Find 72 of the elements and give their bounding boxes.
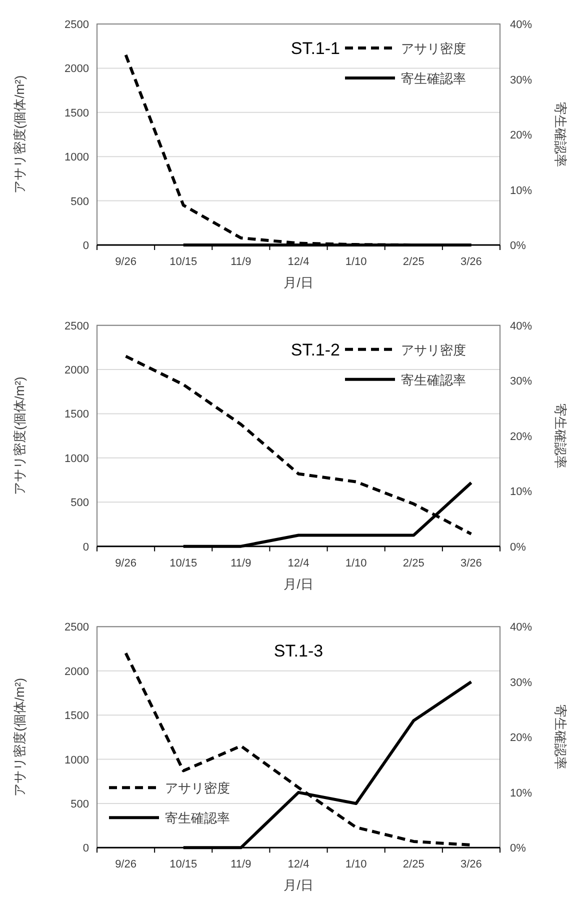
- y-axis-title: アサリ密度(個体/m²): [12, 75, 27, 194]
- x-tick-label: 2/25: [402, 557, 424, 570]
- y-tick-label: 1000: [64, 452, 89, 465]
- y-tick-label: 500: [70, 497, 89, 510]
- y-tick-label: 2000: [64, 364, 89, 377]
- y-tick-label: 2500: [64, 320, 89, 332]
- x-tick-label: 12/4: [288, 256, 310, 268]
- x-tick-label: 11/9: [230, 256, 252, 268]
- y-tick-label: 1500: [64, 710, 89, 722]
- y2-tick-label: 30%: [510, 676, 532, 689]
- y-tick-label: 1000: [64, 152, 89, 164]
- y2-tick-label: 10%: [510, 486, 532, 498]
- y2-tick-label: 30%: [510, 74, 532, 86]
- y2-tick-label: 10%: [510, 787, 532, 800]
- y2-tick-label: 30%: [510, 376, 532, 388]
- x-tick-label: 10/15: [170, 557, 198, 570]
- y-tick-label: 0: [82, 541, 89, 554]
- legend-label: アサリ密度: [401, 41, 466, 56]
- y-tick-label: 2500: [64, 622, 89, 634]
- text: ST.1-3: [274, 642, 324, 661]
- y-axis-title: アサリ密度(個体/m²): [12, 678, 27, 796]
- legend-label: アサリ密度: [401, 342, 466, 358]
- y2-tick-label: 20%: [510, 430, 532, 443]
- y2-tick-label: 0%: [510, 842, 526, 855]
- x-tick-label: 12/4: [288, 858, 310, 871]
- text: ST.1-1: [290, 39, 340, 58]
- y2-axis-title: 寄生確認率: [553, 102, 568, 167]
- x-tick-label: 9/26: [115, 858, 136, 871]
- y2-tick-label: 0%: [510, 541, 526, 554]
- y-tick-label: 2500: [64, 19, 89, 31]
- y-tick-label: 0: [82, 240, 89, 252]
- y-tick-label: 2000: [64, 666, 89, 678]
- legend-label: 寄生確認率: [401, 71, 466, 86]
- x-tick-label: 1/10: [345, 256, 367, 268]
- x-tick-label: 3/26: [460, 858, 482, 871]
- x-tick-label: 11/9: [230, 557, 252, 570]
- y-axis-title: アサリ密度(個体/m²): [12, 376, 27, 496]
- x-tick-label: 10/15: [170, 256, 198, 268]
- x-tick-label: 3/26: [460, 256, 482, 268]
- x-tick-label: 9/26: [115, 256, 136, 268]
- x-tick-label: 9/26: [115, 557, 136, 570]
- y2-axis-title: 寄生確認率: [553, 704, 568, 770]
- y2-tick-label: 20%: [510, 130, 532, 142]
- legend-label: 寄生確認率: [165, 810, 230, 826]
- y-tick-label: 2000: [64, 63, 89, 76]
- x-tick-label: 1/10: [345, 858, 367, 871]
- y-tick-label: 0: [82, 842, 89, 855]
- y-tick-label: 500: [70, 798, 89, 810]
- x-axis-title: 月/日: [284, 576, 314, 592]
- text: ST.1-2: [290, 340, 340, 360]
- x-axis-title: 月/日: [284, 878, 314, 893]
- y2-tick-label: 10%: [510, 184, 532, 197]
- y2-axis-title: 寄生確認率: [553, 403, 568, 468]
- y-tick-label: 1500: [64, 408, 89, 421]
- x-tick-label: 1/10: [345, 557, 367, 570]
- y2-tick-label: 40%: [510, 622, 532, 634]
- x-tick-label: 2/25: [402, 858, 424, 871]
- y-tick-label: 500: [70, 196, 89, 208]
- legend-label: 寄生確認率: [401, 372, 466, 388]
- x-tick-label: 12/4: [288, 557, 310, 570]
- y-tick-label: 1000: [64, 754, 89, 766]
- x-tick-label: 10/15: [170, 858, 198, 871]
- y2-tick-label: 0%: [510, 240, 526, 252]
- x-tick-label: 3/26: [460, 557, 482, 570]
- y2-tick-label: 40%: [510, 19, 532, 31]
- x-axis-title: 月/日: [284, 275, 314, 290]
- x-tick-label: 11/9: [230, 858, 252, 871]
- y2-tick-label: 40%: [510, 320, 532, 332]
- y-tick-label: 1500: [64, 107, 89, 120]
- legend-label: アサリ密度: [165, 780, 230, 796]
- y2-tick-label: 20%: [510, 732, 532, 744]
- x-tick-label: 2/25: [402, 256, 424, 268]
